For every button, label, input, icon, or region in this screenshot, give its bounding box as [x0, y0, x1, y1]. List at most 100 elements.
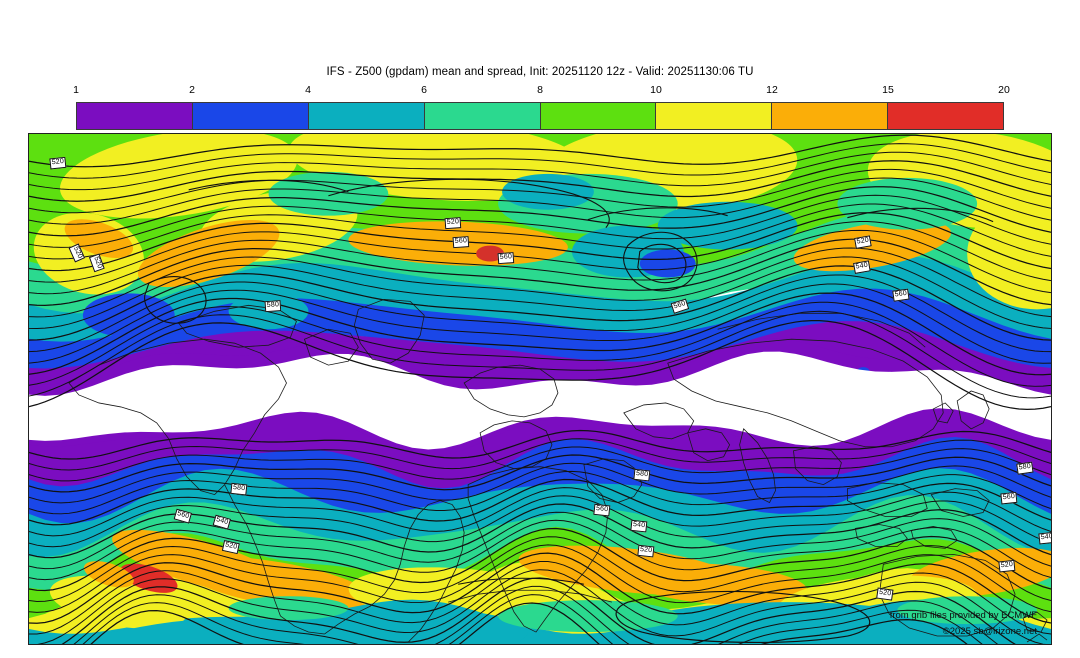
- spread-patch-yellow-1: [59, 134, 298, 219]
- contour-label-560-16: 560: [593, 503, 611, 517]
- contour-polar-arc-3: [847, 207, 994, 223]
- contour-north-14: [29, 256, 1051, 330]
- spread-antarctic-core-1: [288, 608, 528, 644]
- contour-south-10: [29, 511, 1051, 570]
- contour-closed-high-antarctic: [615, 590, 871, 643]
- colorbar-tick-10: 10: [650, 84, 662, 96]
- colorbar-band-15-20: [888, 103, 1003, 129]
- colorbar-tick-8: 8: [537, 84, 543, 96]
- contour-layer: [29, 134, 1051, 644]
- credit-owner: ©2025 sb@irizone.net: [942, 626, 1037, 637]
- contour-north-13: [29, 247, 1051, 318]
- contour-south-4: [29, 462, 1051, 504]
- colorbar-band-6-8: [424, 103, 541, 129]
- contour-south-5: [29, 470, 1051, 515]
- colorbar-tick-1: 1: [73, 84, 79, 96]
- contour-closed-low-pacific: [144, 276, 207, 324]
- colorbar-band-10-12: [656, 103, 773, 129]
- contour-north-7: [29, 194, 1051, 248]
- contour-south-1: [29, 438, 1051, 471]
- contour-label-580-19: 580: [1016, 461, 1034, 475]
- spread-patch-orange-s6: [83, 561, 134, 588]
- contour-label-560-6: 560: [497, 252, 515, 264]
- contour-south-11: [29, 519, 1051, 581]
- colorbar-tick-15: 15: [882, 84, 894, 96]
- spread-band-north-2: [29, 254, 1051, 358]
- contour-south-12: [29, 527, 1051, 592]
- contour-south-15: [29, 552, 1051, 624]
- spread-band-north-4: [29, 321, 1051, 400]
- contour-north-4: [29, 168, 1051, 214]
- contour-polar-arc-2: [587, 207, 728, 221]
- spread-maximum-marker: [476, 245, 505, 262]
- map-panel[interactable]: 520 520 520 580 520 560 560 560 520 540 560 580 580 5…: [28, 133, 1052, 645]
- contour-label-580-12: 580: [230, 482, 248, 496]
- contour-north-8: [29, 203, 1051, 260]
- colorbar-tick-4: 4: [305, 84, 311, 96]
- contour-polar-arc-4: [188, 179, 349, 193]
- contour-south-14: [29, 544, 1051, 613]
- spread-patch-blue-2: [639, 249, 696, 278]
- spread-patch-orange-4: [64, 219, 134, 258]
- contour-north-15: [29, 265, 1051, 341]
- contour-label-560-5: 560: [452, 236, 470, 248]
- contour-north-0: [29, 134, 1051, 168]
- contour-south-2: [29, 446, 1051, 482]
- contour-north-6: [29, 186, 1051, 237]
- contour-north-5: [29, 177, 1051, 225]
- colorbar-legend: 1 2 4 6 8 10 12 15 20: [73, 84, 1010, 132]
- colorbar-tick-12: 12: [766, 84, 778, 96]
- contour-south-20: [82, 594, 983, 644]
- contour-label-520-23: 520: [876, 587, 894, 601]
- contour-south-3: [29, 454, 1051, 493]
- contour-north-19: [29, 301, 1051, 387]
- contour-north-1: [29, 143, 1051, 179]
- contour-north-20: [29, 310, 1051, 399]
- contour-label-520-18: 520: [637, 544, 655, 558]
- contour-south-8: [29, 495, 1051, 548]
- colorbar-band-2-4: [192, 103, 309, 129]
- contour-north-10: [29, 221, 1051, 283]
- contour-south-19: [73, 585, 999, 644]
- contour-polar-arc-1: [328, 178, 610, 228]
- contour-north-3: [29, 160, 1051, 202]
- colorbar-band-4-6: [308, 103, 425, 129]
- contour-south-13: [29, 536, 1051, 602]
- contour-north-2: [29, 151, 1051, 191]
- contour-closed-low-europe-inner: [637, 243, 687, 284]
- contour-label-520-4: 520: [444, 217, 462, 229]
- contour-label-580-3: 580: [264, 300, 282, 312]
- contour-north-12: [29, 238, 1051, 306]
- colorbar-tick-20: 20: [998, 84, 1010, 96]
- spread-antarctic-green-1: [498, 600, 678, 633]
- contour-label-540-17: 540: [630, 519, 648, 533]
- colorbar-tick-labels: 1 2 4 6 8 10 12 15 20: [73, 84, 1010, 100]
- contour-north-18: [29, 292, 1051, 376]
- contour-antarctic-ridge: [458, 577, 585, 585]
- spread-patch-green-1: [268, 171, 389, 216]
- contour-label-580-11: 580: [633, 468, 651, 482]
- contour-north-21: [29, 320, 1051, 411]
- spread-patch-green-3: [837, 177, 978, 230]
- contour-north-17: [29, 283, 1051, 364]
- spread-band-south-1: [29, 437, 1051, 534]
- credit-source: from grib files provided by ECMWF: [889, 610, 1037, 621]
- contour-label-520-0: 520: [49, 156, 67, 170]
- contour-south-0: [29, 429, 1051, 460]
- contour-south-16: [29, 561, 1051, 635]
- spread-patch-orange-s2: [180, 556, 377, 612]
- contour-south-9: [29, 503, 1051, 559]
- contour-label-520-22: 520: [998, 559, 1016, 573]
- contour-south-6: [29, 478, 1051, 526]
- map-canvas: [29, 134, 1051, 644]
- contour-north-9: [29, 212, 1051, 272]
- chart-title: IFS - Z500 (gpdam) mean and spread, Init…: [326, 66, 754, 78]
- contour-label-560-20: 560: [1000, 491, 1018, 505]
- contour-label-560-10: 560: [892, 288, 910, 302]
- contour-south-21: [90, 602, 968, 644]
- contour-south-7: [29, 487, 1051, 537]
- colorbar-band-8-10: [540, 103, 657, 129]
- contour-north-11: [29, 229, 1051, 295]
- contour-north-16: [29, 274, 1051, 353]
